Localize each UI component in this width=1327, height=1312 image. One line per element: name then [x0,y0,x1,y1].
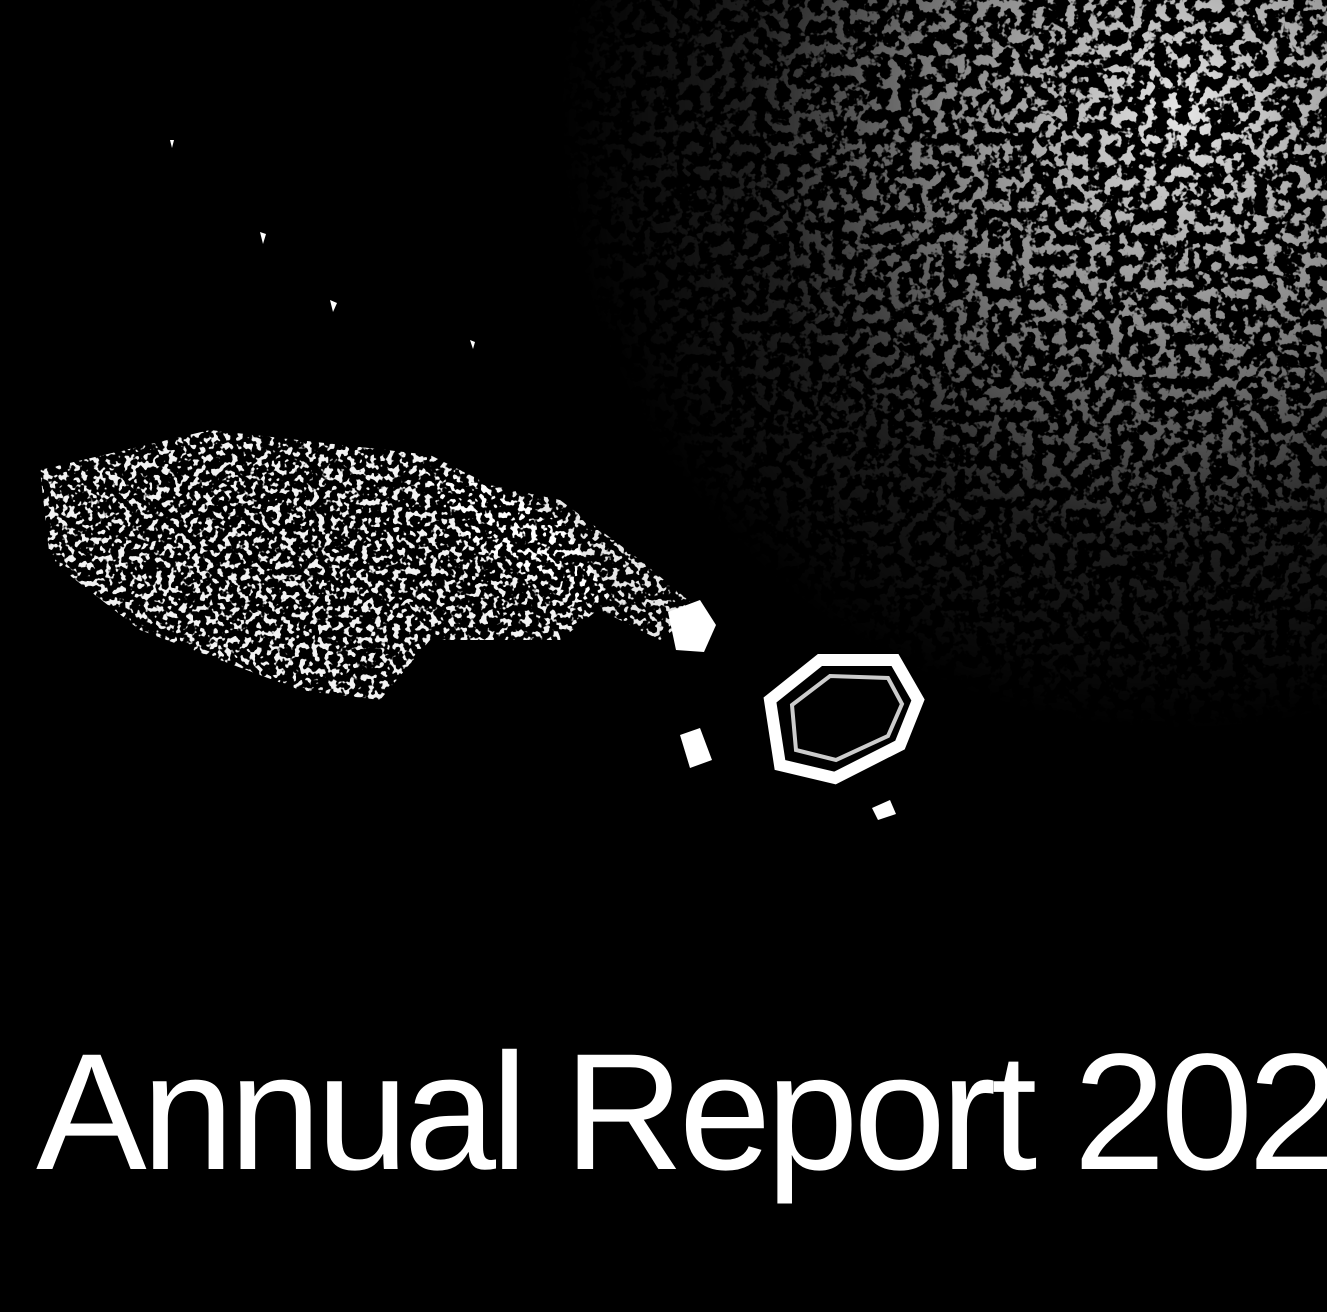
hexagon-object [763,654,925,785]
report-title: Annual Report 2020 [36,1020,1327,1205]
debris-streak [40,430,700,700]
surface-highlights [170,140,896,820]
